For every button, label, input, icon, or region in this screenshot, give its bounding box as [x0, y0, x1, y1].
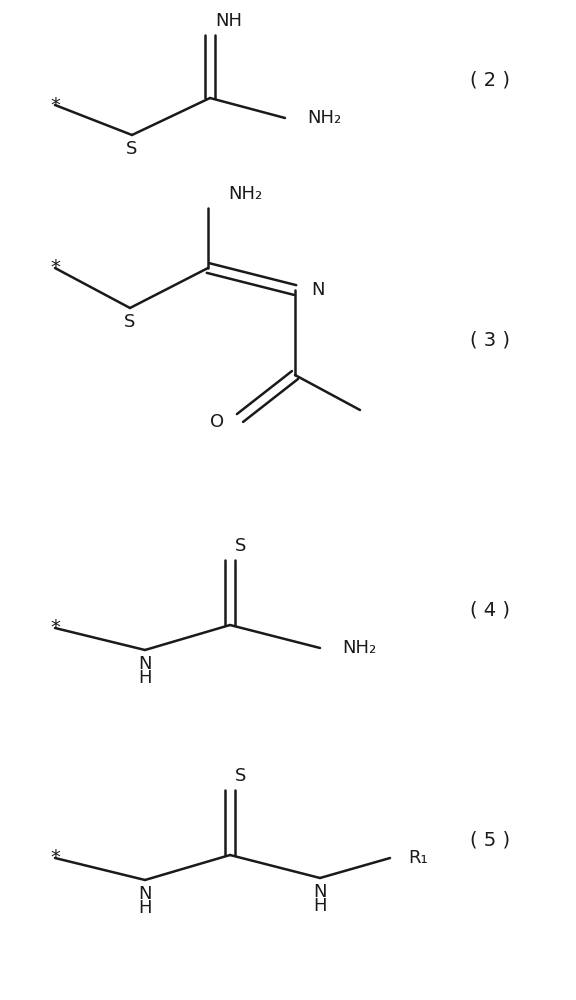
- Text: S: S: [235, 537, 247, 555]
- Text: ( 4 ): ( 4 ): [470, 600, 510, 619]
- Text: H: H: [138, 899, 151, 917]
- Text: NH₂: NH₂: [307, 109, 341, 127]
- Text: ( 2 ): ( 2 ): [470, 70, 510, 90]
- Text: *: *: [50, 848, 60, 867]
- Text: O: O: [210, 413, 224, 431]
- Text: R₁: R₁: [408, 849, 428, 867]
- Text: NH: NH: [215, 12, 242, 30]
- Text: N: N: [313, 883, 327, 901]
- Text: N: N: [311, 281, 324, 299]
- Text: *: *: [50, 96, 60, 114]
- Text: *: *: [50, 618, 60, 638]
- Text: H: H: [138, 669, 151, 687]
- Text: S: S: [126, 140, 138, 158]
- Text: *: *: [50, 258, 60, 277]
- Text: H: H: [313, 897, 327, 915]
- Text: ( 5 ): ( 5 ): [470, 830, 510, 850]
- Text: S: S: [235, 767, 247, 785]
- Text: NH₂: NH₂: [228, 185, 262, 203]
- Text: N: N: [138, 655, 151, 673]
- Text: ( 3 ): ( 3 ): [470, 330, 510, 350]
- Text: NH₂: NH₂: [342, 639, 376, 657]
- Text: N: N: [138, 885, 151, 903]
- Text: S: S: [124, 313, 136, 331]
